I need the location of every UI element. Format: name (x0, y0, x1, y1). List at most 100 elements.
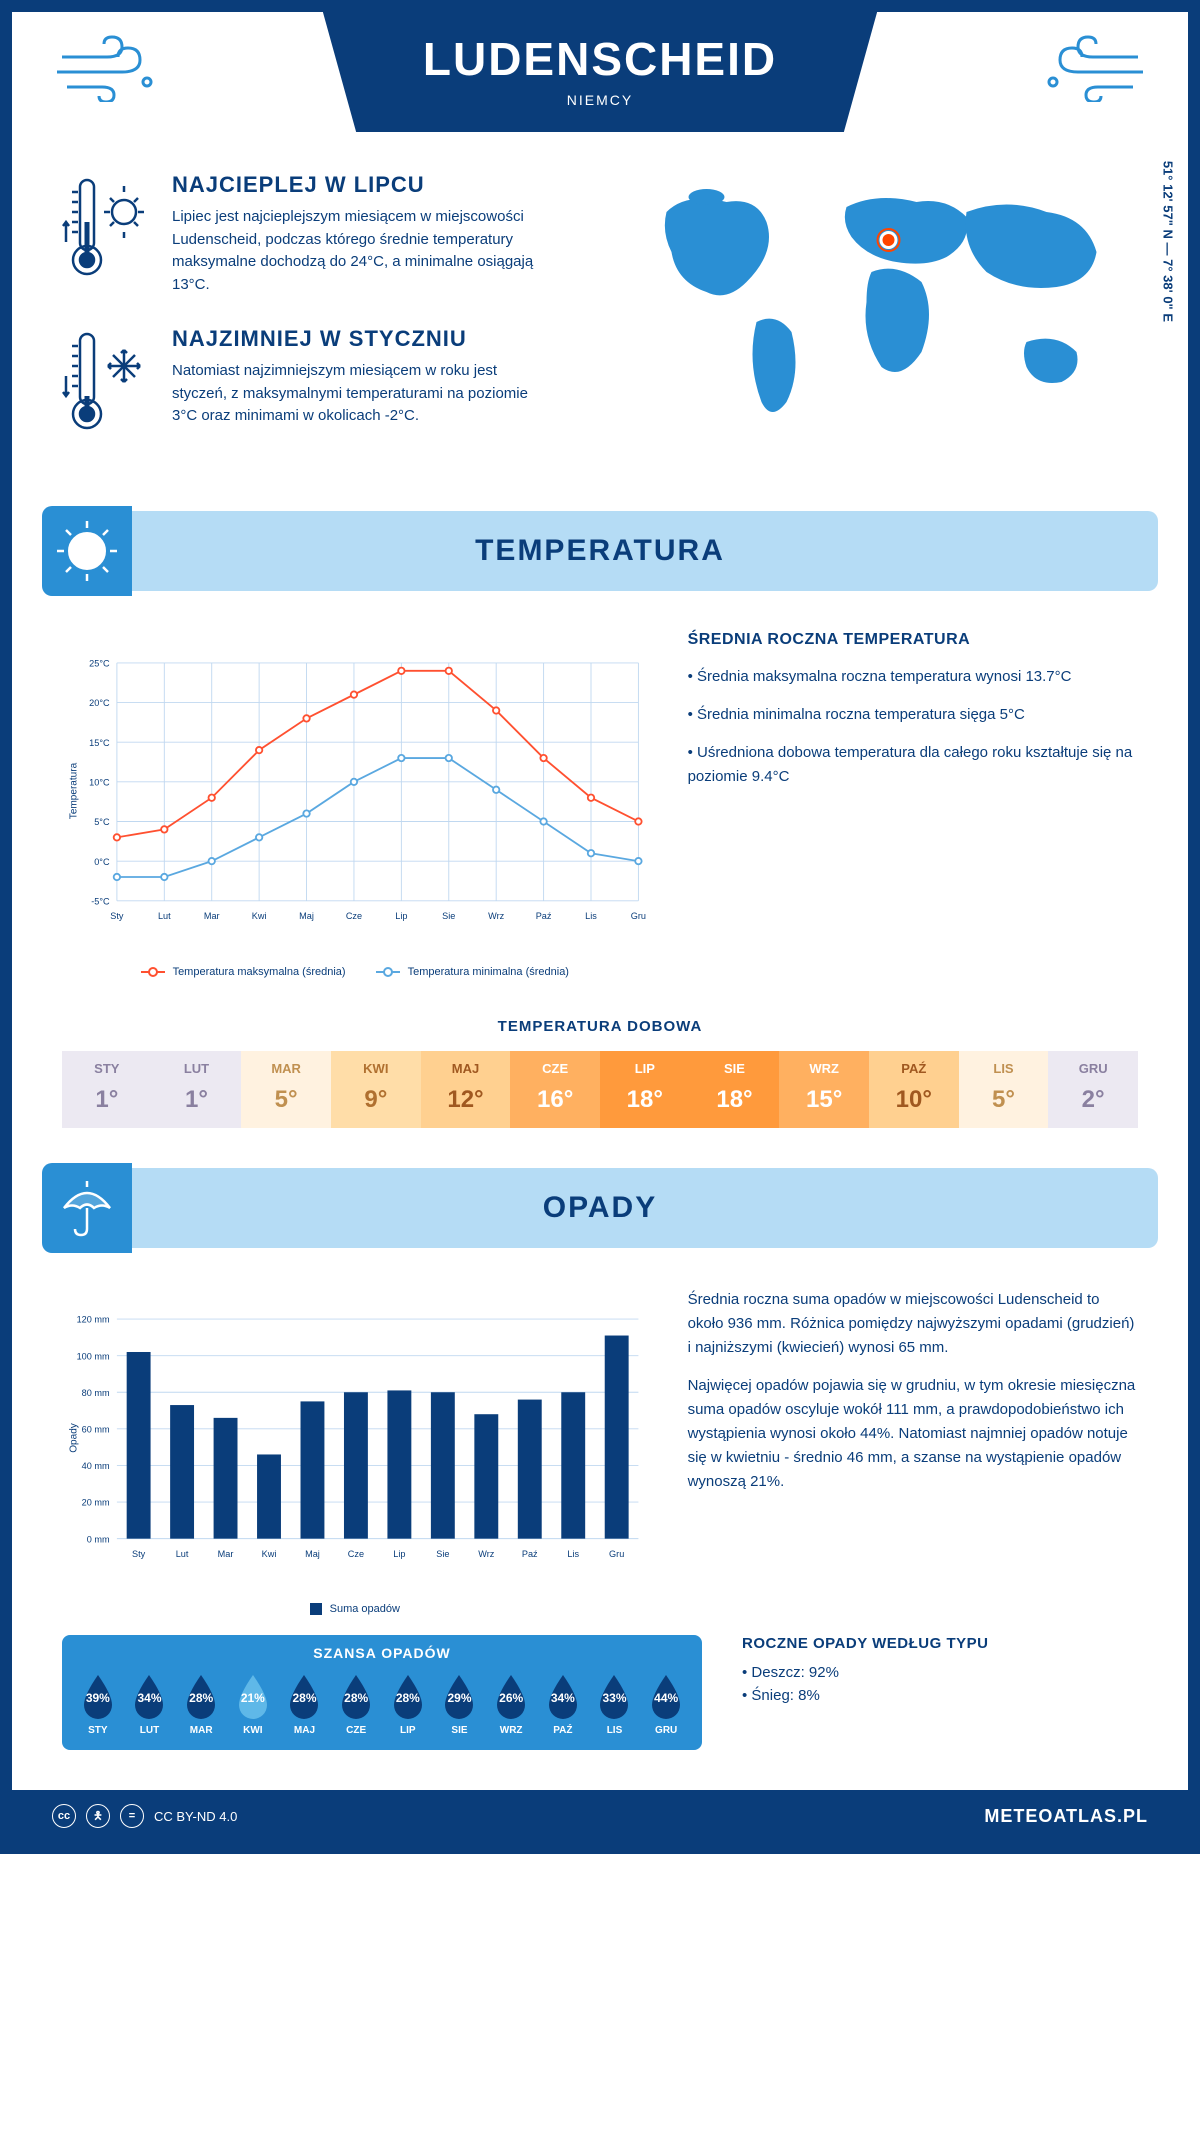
svg-text:Gru: Gru (631, 911, 646, 921)
country-subtitle: NIEMCY (423, 92, 777, 108)
chance-title: SZANSA OPADÓW (74, 1645, 690, 1661)
legend-precip: Suma opadów (330, 1603, 400, 1615)
daily-temp-cell: CZE16° (510, 1051, 600, 1128)
svg-text:60 mm: 60 mm (82, 1425, 110, 1435)
svg-text:Sty: Sty (132, 1549, 146, 1559)
chance-cell: 34% LUT (126, 1671, 174, 1736)
sun-icon (42, 506, 132, 596)
svg-text:Lut: Lut (176, 1549, 189, 1559)
wind-icon-right (1038, 32, 1148, 112)
site-name: METEOATLAS.PL (984, 1806, 1148, 1827)
svg-text:Sie: Sie (442, 911, 455, 921)
daily-temp-cell: LIP18° (600, 1051, 690, 1128)
svg-text:0 mm: 0 mm (87, 1534, 110, 1544)
chance-cell: 28% MAJ (281, 1671, 329, 1736)
svg-text:Lut: Lut (158, 911, 171, 921)
svg-text:Paź: Paź (536, 911, 552, 921)
fact-cold-title: NAJZIMNIEJ W STYCZNIU (172, 326, 552, 352)
svg-text:15°C: 15°C (89, 738, 110, 748)
svg-text:20 mm: 20 mm (82, 1498, 110, 1508)
svg-text:Paź: Paź (522, 1549, 538, 1559)
svg-text:10°C: 10°C (89, 778, 110, 788)
temperature-chart: -5°C0°C5°C10°C15°C20°C25°CStyLutMarKwiMa… (62, 631, 648, 978)
precipitation-title: OPADY (543, 1191, 657, 1225)
chance-cell: 29% SIE (436, 1671, 484, 1736)
city-title: LUDENSCHEID (423, 32, 777, 86)
temperature-annual-info: ŚREDNIA ROCZNA TEMPERATURA • Średnia mak… (688, 631, 1138, 978)
daily-temp-cell: LIS5° (959, 1051, 1049, 1128)
svg-text:-5°C: -5°C (91, 896, 110, 906)
chance-cell: 28% CZE (332, 1671, 380, 1736)
chance-cell: 34% PAŹ (539, 1671, 587, 1736)
fact-hot-body: Lipiec jest najcieplejszym miesiącem w m… (172, 206, 552, 296)
svg-text:25°C: 25°C (89, 659, 110, 669)
daily-temp-cell: GRU2° (1048, 1051, 1138, 1128)
annual-temp-item-0: • Średnia maksymalna roczna temperatura … (688, 665, 1138, 689)
coordinates: 51° 12' 57" N — 7° 38' 0" E (1161, 160, 1176, 321)
thermometer-hot-icon (62, 172, 152, 296)
svg-text:20°C: 20°C (89, 698, 110, 708)
chance-cell: 26% WRZ (487, 1671, 535, 1736)
fact-hottest: NAJCIEPLEJ W LIPCU Lipiec jest najcieple… (62, 172, 585, 296)
precip-summary-p2: Najwięcej opadów pojawia się w grudniu, … (688, 1374, 1138, 1494)
svg-text:Lip: Lip (395, 911, 407, 921)
svg-text:Cze: Cze (348, 1549, 364, 1559)
world-map-container: 51° 12' 57" N — 7° 38' 0" E (615, 172, 1138, 471)
svg-text:Maj: Maj (299, 911, 314, 921)
precipitation-chart: 0 mm20 mm40 mm60 mm80 mm100 mm120 mmOpad… (62, 1288, 648, 1615)
nd-icon: = (120, 1804, 144, 1828)
precipitation-chance-panel: SZANSA OPADÓW 39% STY 34% LUT 28% MAR 21… (62, 1635, 702, 1750)
precipitation-legend: Suma opadów (62, 1603, 648, 1615)
svg-text:Kwi: Kwi (262, 1549, 277, 1559)
svg-text:100 mm: 100 mm (77, 1351, 110, 1361)
svg-text:Cze: Cze (346, 911, 362, 921)
daily-temp-title: TEMPERATURA DOBOWA (62, 1018, 1138, 1035)
svg-text:Sty: Sty (110, 911, 124, 921)
svg-text:Opady: Opady (69, 1423, 80, 1453)
daily-temp-cell: PAŹ10° (869, 1051, 959, 1128)
wind-icon-left (52, 32, 162, 112)
chance-cell: 44% GRU (642, 1671, 690, 1736)
daily-temp-cell: SIE18° (690, 1051, 780, 1128)
cc-icon: cc (52, 1804, 76, 1828)
svg-text:0°C: 0°C (94, 857, 110, 867)
svg-text:Sie: Sie (436, 1549, 449, 1559)
daily-temp-cell: MAJ12° (421, 1051, 511, 1128)
header: LUDENSCHEID NIEMCY (12, 12, 1188, 142)
annual-temp-item-1: • Średnia minimalna roczna temperatura s… (688, 703, 1138, 727)
svg-text:Wrz: Wrz (488, 911, 504, 921)
daily-temp-cell: STY1° (62, 1051, 152, 1128)
overview: NAJCIEPLEJ W LIPCU Lipiec jest najcieple… (12, 142, 1188, 491)
chance-cell: 39% STY (74, 1671, 122, 1736)
precipitation-type: ROCZNE OPADY WEDŁUG TYPU • Deszcz: 92% •… (742, 1635, 988, 1710)
svg-text:Kwi: Kwi (252, 911, 267, 921)
svg-text:Wrz: Wrz (478, 1549, 494, 1559)
legend-max: Temperatura maksymalna (średnia) (173, 966, 346, 978)
daily-temperature-table: TEMPERATURA DOBOWA STY1°LUT1°MAR5°KWI9°M… (62, 1018, 1138, 1128)
chance-cell: 33% LIS (591, 1671, 639, 1736)
by-icon: 🯅 (86, 1804, 110, 1828)
precip-summary-p1: Średnia roczna suma opadów w miejscowośc… (688, 1288, 1138, 1360)
svg-text:5°C: 5°C (94, 817, 110, 827)
fact-coldest: NAJZIMNIEJ W STYCZNIU Natomiast najzimni… (62, 326, 585, 441)
svg-text:Maj: Maj (305, 1549, 320, 1559)
chance-cell: 28% MAR (177, 1671, 225, 1736)
svg-text:Lis: Lis (585, 911, 597, 921)
daily-temp-cell: MAR5° (241, 1051, 331, 1128)
footer: cc 🯅 = CC BY-ND 4.0 METEOATLAS.PL (12, 1790, 1188, 1842)
temperature-title: TEMPERATURA (475, 534, 725, 568)
svg-text:120 mm: 120 mm (77, 1315, 110, 1325)
precip-type-title: ROCZNE OPADY WEDŁUG TYPU (742, 1635, 988, 1652)
svg-text:Lip: Lip (393, 1549, 405, 1559)
umbrella-icon (42, 1163, 132, 1253)
daily-temp-cell: WRZ15° (779, 1051, 869, 1128)
thermometer-cold-icon (62, 326, 152, 441)
svg-text:Mar: Mar (218, 1549, 234, 1559)
chance-cell: 28% LIP (384, 1671, 432, 1736)
annual-temp-title: ŚREDNIA ROCZNA TEMPERATURA (688, 631, 1138, 649)
chance-cell: 21% KWI (229, 1671, 277, 1736)
world-map (615, 172, 1138, 432)
daily-temp-cell: LUT1° (152, 1051, 242, 1128)
temperature-legend: Temperatura maksymalna (średnia) Tempera… (62, 966, 648, 978)
temperature-section-header: TEMPERATURA (42, 511, 1158, 591)
